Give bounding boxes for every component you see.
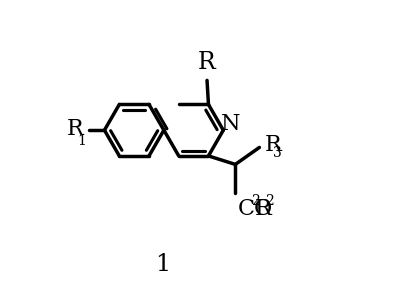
Text: 2: 2 [265,194,274,208]
Text: CO: CO [238,198,273,220]
Text: R: R [67,118,84,140]
Text: 2: 2 [251,194,259,208]
Text: R: R [255,198,272,220]
Text: R: R [198,51,216,74]
Text: 1: 1 [78,134,87,148]
Text: R: R [265,134,281,156]
Text: N: N [221,113,241,135]
Text: 1: 1 [155,253,170,276]
Text: 3: 3 [273,145,282,160]
